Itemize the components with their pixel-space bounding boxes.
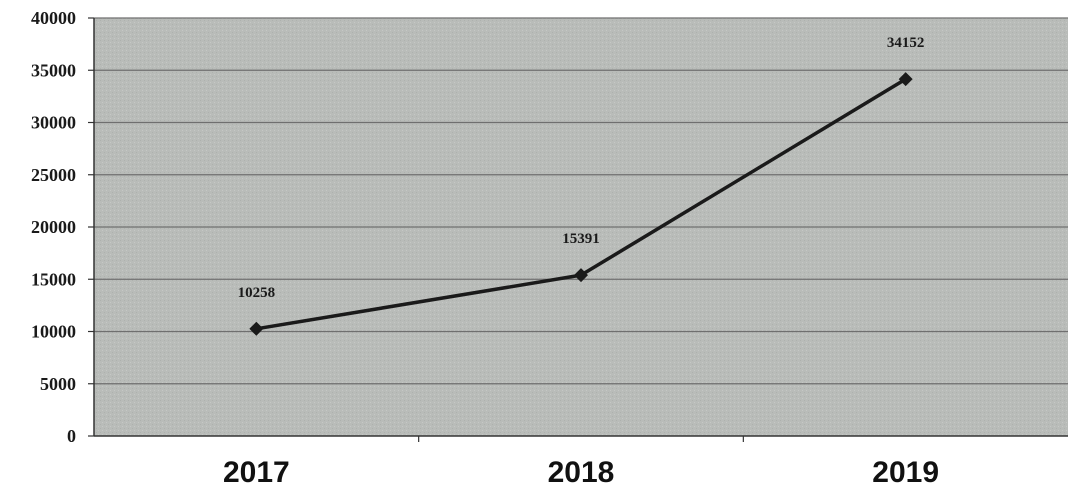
x-tick-label: 2018 [548,456,615,489]
y-tick-label: 15000 [31,269,76,289]
data-point-marker [574,268,588,283]
data-label: 15391 [562,231,600,247]
y-tick-label: 30000 [31,113,76,133]
data-point-marker [898,72,913,87]
axes [93,18,1068,437]
y-tick-labels: 0 5000 10000 15000 20000 25000 30000 35000 40000 [31,8,76,446]
data-label: 10258 [238,285,276,301]
y-tick-label: 25000 [31,165,76,185]
series [249,72,913,336]
y-tick-label: 0 [67,426,76,446]
y-tick-label: 5000 [40,374,76,394]
data-labels: 10258 15391 34152 [238,35,925,301]
data-point-marker [249,321,264,336]
y-tick-label: 40000 [31,8,76,28]
data-label: 34152 [887,35,925,51]
x-tick-label: 2017 [223,456,290,489]
x-tick-label: 2019 [872,456,939,489]
y-tick-label: 20000 [31,217,76,237]
x-tick-labels: 2017 2018 2019 [223,456,939,489]
y-tick-label: 10000 [31,322,76,342]
y-tick-label: 35000 [31,60,76,80]
